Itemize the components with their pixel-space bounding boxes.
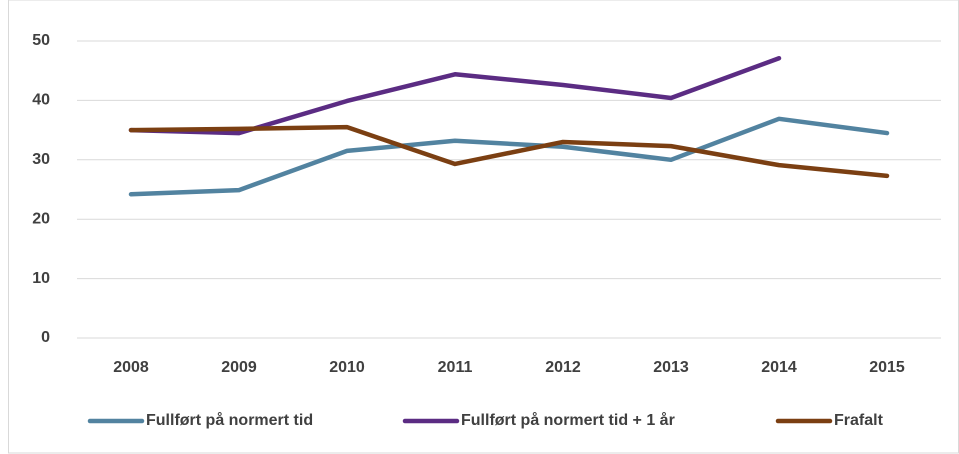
y-tick-label: 0	[41, 329, 50, 346]
series-line	[128, 55, 782, 136]
y-tick-label: 50	[32, 32, 50, 49]
x-tick-label: 2015	[869, 359, 905, 376]
y-tick-label: 30	[32, 151, 50, 168]
x-tick-label: 2013	[653, 359, 689, 376]
legend-label: Fullført på normert tid + 1 år	[461, 411, 675, 429]
y-tick-label: 40	[32, 92, 50, 109]
legend-label: Frafalt	[834, 412, 884, 429]
x-tick-label: 2012	[545, 359, 581, 376]
x-tick-label: 2008	[113, 359, 149, 376]
series-line	[128, 116, 890, 197]
x-tick-label: 2011	[438, 359, 473, 376]
series-line	[128, 124, 890, 179]
y-tick-label: 20	[32, 210, 50, 227]
x-tick-label: 2009	[221, 359, 257, 376]
chart-frame	[8, 0, 959, 454]
legend-label: Fullført på normert tid	[146, 411, 313, 429]
y-tick-label: 10	[32, 270, 50, 287]
x-tick-label: 2010	[329, 359, 365, 376]
x-tick-label: 2014	[761, 359, 797, 376]
